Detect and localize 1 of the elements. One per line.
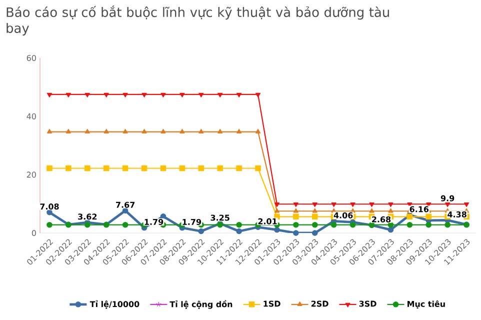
chart-title: Báo cáo sự cố bắt buộc lĩnh vực kỹ thuật và bảo dưỡng tàu bay bbox=[6, 6, 389, 36]
